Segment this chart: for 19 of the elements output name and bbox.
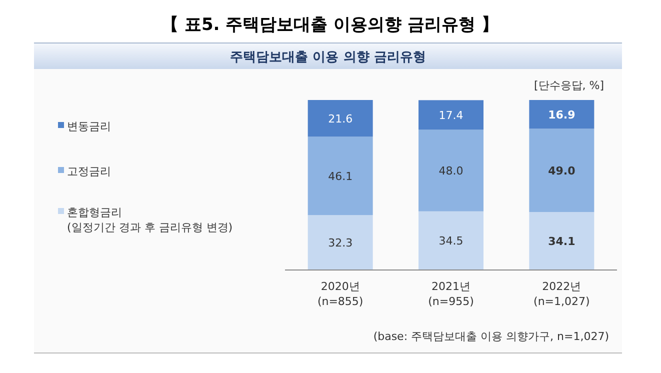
chart-subtitle: 주택담보대출 이용 의향 금리유형 [230,50,426,65]
data-label: 49.0 [548,164,576,178]
chart-title: 【 표5. 주택담보대출 이용의향 금리유형 】 [162,15,498,35]
text: [단수응답, %] [534,79,604,92]
legend-label: 고정금리 [67,165,111,178]
x-tick-label: 2022년 (n=1,027) [534,280,590,308]
data-label: 46.1 [328,170,353,183]
legend-label: 혼합형금리 (일정기간 경과 후 금리유형 변경) [67,206,233,234]
data-label: 17.4 [438,108,464,122]
data-label: 21.6 [328,112,353,126]
data-label: 16.9 [548,108,576,122]
x-tick-label: 2020년 (n=855) [317,280,364,308]
text: (base: 주택담보대출 이용 의향가구, n=1,027) [373,330,609,343]
data-label: 34.5 [438,234,464,248]
data-label: 48.0 [438,164,464,178]
data-label: 34.1 [548,235,576,248]
x-tick-label: 2021년 (n=955) [428,280,474,308]
legend-label: 변동금리 [67,120,111,133]
data-label: 32.3 [328,236,353,250]
